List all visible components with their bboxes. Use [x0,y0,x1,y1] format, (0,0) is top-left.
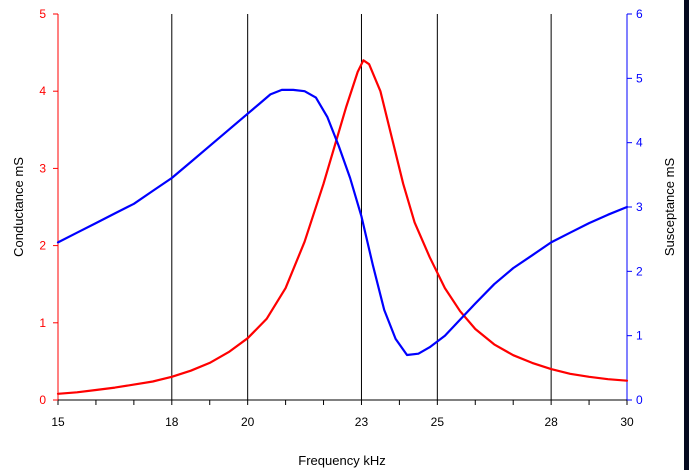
series-layer [56,59,629,395]
y-left-tick-label: 5 [39,7,46,21]
conductance-line [56,59,629,395]
y-axis-left-title: Conductance mS [11,157,26,257]
plot-area [58,14,627,400]
x-tick-label: 15 [51,415,65,429]
x-tick-label: 18 [165,415,179,429]
y-right-tick-label: 0 [636,393,643,407]
x-tick-label: 20 [241,415,255,429]
x-axis-title: Frequency kHz [298,453,385,468]
y-axis-right-title: Susceptance mS [662,158,677,257]
x-tick-label: 23 [355,415,369,429]
susceptance-line [56,88,629,357]
y-right-tick-label: 3 [636,200,643,214]
y-left-tick-label: 3 [39,161,46,175]
x-tick-label: 25 [431,415,445,429]
grid-lines [171,14,552,400]
y-right-tick-label: 4 [636,136,643,150]
y-right-tick-label: 6 [636,7,643,21]
x-tick-label: 30 [620,415,634,429]
y-left-tick-label: 0 [39,393,46,407]
y-right-tick-label: 1 [636,329,643,343]
window-edge [680,0,689,470]
y-left-tick-label: 4 [39,84,46,98]
x-tick-label: 28 [544,415,558,429]
y-right-tick-label: 5 [636,71,643,85]
y-left-tick-label: 1 [39,316,46,330]
y-left-tick-label: 2 [39,239,46,253]
window-edge-bar [684,0,689,470]
y-right-tick-label: 2 [636,264,643,278]
